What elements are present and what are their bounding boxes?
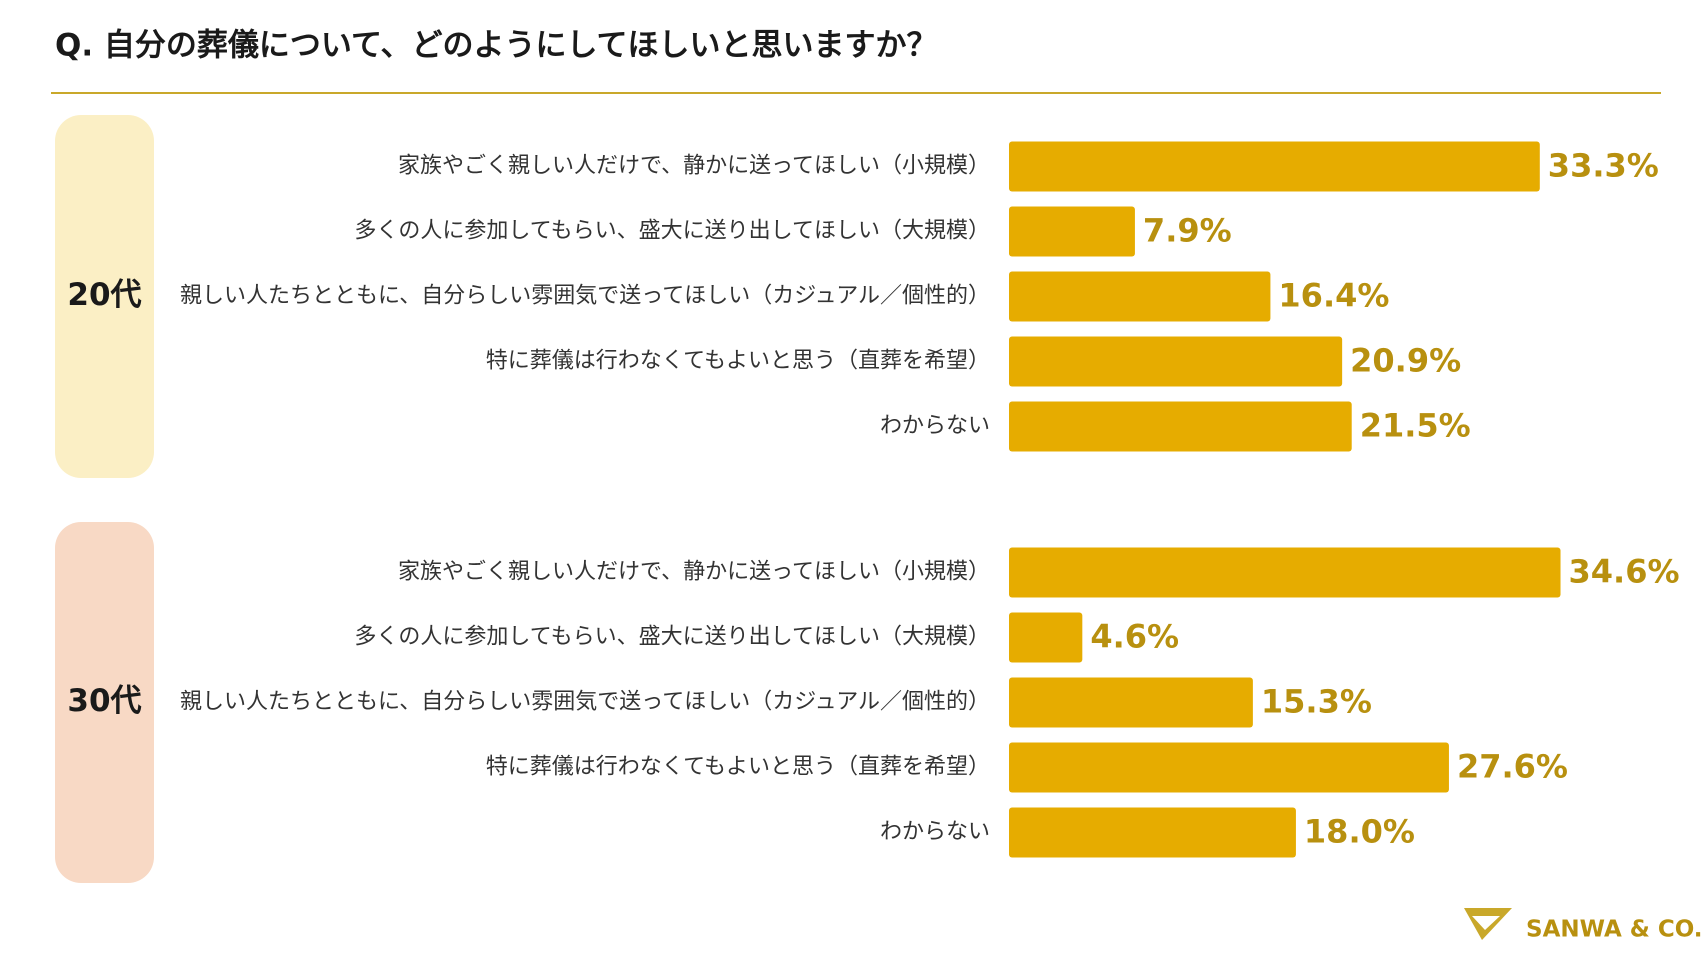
bar xyxy=(1009,612,1083,663)
bar xyxy=(1009,677,1253,728)
group-label: 20代 xyxy=(67,277,141,313)
group-box xyxy=(55,522,154,883)
category-label: 家族やごく親しい人だけで、静かに送ってほしい（小規模） xyxy=(398,560,990,585)
category-label: 多くの人に参加してもらい、盛大に送り出してほしい（大規模） xyxy=(354,625,990,650)
group-box xyxy=(55,115,154,478)
category-label: 親しい人たちとともに、自分らしい雰囲気で送ってほしい（カジュアル／個性的） xyxy=(180,284,990,309)
group-label: 30代 xyxy=(67,683,141,719)
value-label: 20.9% xyxy=(1350,342,1461,380)
page-title: Q. 自分の葬儀について、どのようにしてほしいと思いますか？ xyxy=(55,28,938,64)
category-label: わからない xyxy=(880,820,990,845)
value-label: 16.4% xyxy=(1278,277,1389,315)
value-label: 34.6% xyxy=(1569,553,1680,591)
category-label: 家族やごく親しい人だけで、静かに送ってほしい（小規模） xyxy=(398,154,990,179)
bar xyxy=(1009,807,1296,858)
logo: SANWA & CO. xyxy=(1464,908,1703,943)
value-label: 7.9% xyxy=(1143,212,1232,250)
category-label: 多くの人に参加してもらい、盛大に送り出してほしい（大規模） xyxy=(354,219,990,244)
bar xyxy=(1009,401,1352,452)
bar xyxy=(1009,547,1561,598)
category-label: 特に葬儀は行わなくてもよいと思う（直葬を希望） xyxy=(486,755,990,780)
category-label: わからない xyxy=(880,414,990,439)
bar xyxy=(1009,336,1343,387)
value-label: 15.3% xyxy=(1261,683,1372,721)
value-label: 27.6% xyxy=(1457,748,1568,786)
bar xyxy=(1009,141,1540,192)
bar xyxy=(1009,742,1449,793)
category-label: 特に葬儀は行わなくてもよいと思う（直葬を希望） xyxy=(486,349,990,374)
logo-icon xyxy=(1464,908,1512,940)
logo-text: SANWA & CO. xyxy=(1526,917,1703,943)
value-label: 33.3% xyxy=(1548,147,1659,185)
value-label: 4.6% xyxy=(1090,618,1179,656)
value-label: 21.5% xyxy=(1360,407,1471,445)
category-label: 親しい人たちとともに、自分らしい雰囲気で送ってほしい（カジュアル／個性的） xyxy=(180,690,990,715)
bar xyxy=(1009,206,1135,257)
bar xyxy=(1009,271,1271,322)
value-label: 18.0% xyxy=(1304,813,1415,851)
